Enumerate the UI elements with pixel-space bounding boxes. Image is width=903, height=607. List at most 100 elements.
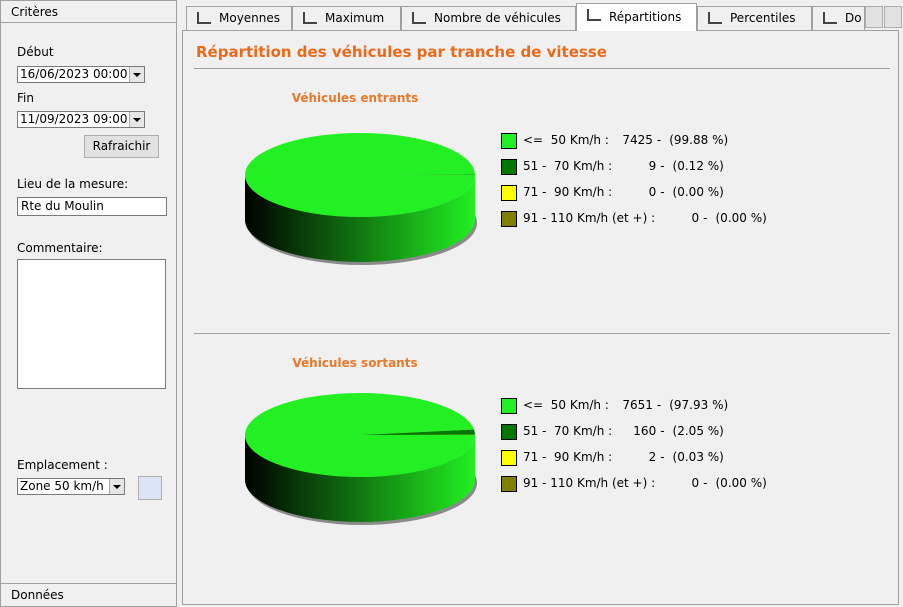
legend-percent: (99.88 %)	[669, 133, 729, 147]
tab[interactable]: Moyennes	[186, 6, 292, 30]
pie-tops	[245, 132, 475, 217]
legend-label: 91 - 110 Km/h (et +) :	[523, 211, 656, 225]
legend-count: 0	[691, 211, 700, 225]
legend-percent: (2.05 %)	[672, 424, 724, 438]
pie-slice	[360, 429, 475, 435]
tab[interactable]: Percentiles	[697, 6, 812, 30]
value: 16/06/2023 00:00	[20, 67, 128, 81]
legend-count: 2	[648, 450, 657, 464]
panel-header: Critères	[1, 1, 176, 23]
tab-icon	[197, 12, 211, 24]
panel-footer: Données	[1, 583, 176, 605]
legend-entry: 51 - 70 Km/h : 9- (0.12 %)	[501, 157, 724, 175]
tab-label: Maximum	[325, 11, 385, 25]
tab-label: Percentiles	[730, 11, 796, 25]
legend-separator: -	[656, 398, 662, 412]
legend-label: 51 - 70 Km/h :	[523, 424, 613, 438]
legend-percent: (0.12 %)	[672, 159, 724, 173]
tab-label: Nombre de véhicules	[434, 11, 561, 25]
legend-entry: <= 50 Km/h : 7425- (99.88 %)	[501, 131, 728, 149]
pie-sides	[245, 435, 475, 522]
legend-entry: 51 - 70 Km/h : 160- (2.05 %)	[501, 422, 724, 440]
pie-slice	[244, 392, 475, 477]
legend-percent: (0.03 %)	[672, 450, 724, 464]
legend-count: 7651	[622, 398, 653, 412]
title-rule	[194, 68, 890, 69]
legend-entry: 91 - 110 Km/h (et +) : 0- (0.00 %)	[501, 474, 767, 492]
tab-icon	[587, 9, 601, 21]
legend-percent: (97.93 %)	[669, 398, 729, 412]
pie-sides	[245, 175, 475, 262]
tab[interactable]: Do	[812, 6, 865, 30]
pie-tops	[244, 392, 475, 477]
legend-swatch	[501, 449, 517, 466]
legend-separator: -	[660, 159, 665, 173]
page-title: Répartition des véhicules par tranche de…	[196, 43, 607, 61]
chart-title: Véhicules entrants	[291, 91, 419, 105]
scroll-right[interactable]	[884, 6, 902, 28]
label: Lieu de la mesure:	[17, 177, 129, 191]
pie-side	[245, 175, 475, 262]
pie-side	[245, 435, 475, 522]
legend-separator: -	[660, 450, 665, 464]
legend-swatch	[501, 397, 517, 414]
legend-label: <= 50 Km/h :	[523, 398, 609, 412]
tab[interactable]: Maximum	[292, 6, 401, 30]
legend-label: <= 50 Km/h :	[523, 133, 609, 147]
placement-select[interactable]: Zone 50 km/h	[17, 478, 125, 495]
legend-count: 0	[648, 185, 657, 199]
legend-swatch	[501, 423, 517, 440]
legend-separator: -	[703, 476, 708, 490]
legend-label: 71 - 90 Km/h :	[523, 185, 613, 199]
legend-entry: 71 - 90 Km/h : 2- (0.03 %)	[501, 448, 724, 466]
legend-entry: 71 - 90 Km/h : 0- (0.00 %)	[501, 183, 724, 201]
legend-label: 71 - 90 Km/h :	[523, 450, 613, 464]
legend-swatch	[501, 158, 517, 175]
value: Zone 50 km/h	[20, 479, 104, 493]
legend-separator: -	[656, 133, 662, 147]
legend-label: 51 - 70 Km/h :	[523, 159, 613, 173]
comment-input[interactable]	[17, 259, 166, 389]
section-rule	[194, 333, 890, 334]
legend-swatch	[501, 475, 517, 492]
legend-swatch	[501, 184, 517, 201]
legend-percent: (0.00 %)	[672, 185, 724, 199]
refresh-button[interactable]: Rafraichir	[84, 135, 159, 158]
tab-icon	[708, 12, 722, 24]
tab-icon	[412, 12, 426, 24]
legend-separator: -	[660, 424, 665, 438]
legend-separator: -	[660, 185, 665, 199]
legend-separator: -	[703, 211, 708, 225]
label: Commentaire:	[17, 241, 103, 255]
label: Emplacement :	[17, 458, 108, 472]
tab[interactable]: Répartitions	[576, 3, 697, 31]
start-date[interactable]: 16/06/2023 00:00	[17, 66, 145, 83]
location-input[interactable]: Rte du Moulin	[17, 197, 167, 216]
tab-label: Répartitions	[609, 10, 682, 24]
tab-icon	[303, 12, 317, 24]
scroll-left[interactable]	[865, 6, 883, 28]
legend-swatch	[501, 210, 517, 227]
criteria-panel: Critères Début 16/06/2023 00:00 Fin 11/0…	[0, 0, 177, 607]
legend-entry: <= 50 Km/h : 7651- (97.93 %)	[501, 396, 728, 414]
tab-label: Do	[845, 11, 862, 25]
label: Fin	[17, 91, 34, 105]
legend-entry: 91 - 110 Km/h (et +) : 0- (0.00 %)	[501, 209, 767, 227]
legend-label: 91 - 110 Km/h (et +) :	[523, 476, 656, 490]
value: 11/09/2023 09:00	[20, 112, 128, 126]
tab-label: Moyennes	[219, 11, 281, 25]
legend-percent: (0.00 %)	[715, 476, 767, 490]
legend-count: 0	[691, 476, 700, 490]
legend-count: 160	[633, 424, 657, 438]
legend-swatch	[501, 132, 517, 149]
settings-button[interactable]	[138, 476, 162, 500]
tab[interactable]: Nombre de véhicules	[401, 6, 576, 30]
tab-icon	[823, 12, 837, 24]
chart-title: Véhicules sortants	[292, 356, 418, 370]
legend-percent: (0.00 %)	[715, 211, 767, 225]
label: Début	[17, 45, 54, 59]
end-date[interactable]: 11/09/2023 09:00	[17, 111, 145, 128]
legend-count: 7425	[622, 133, 653, 147]
